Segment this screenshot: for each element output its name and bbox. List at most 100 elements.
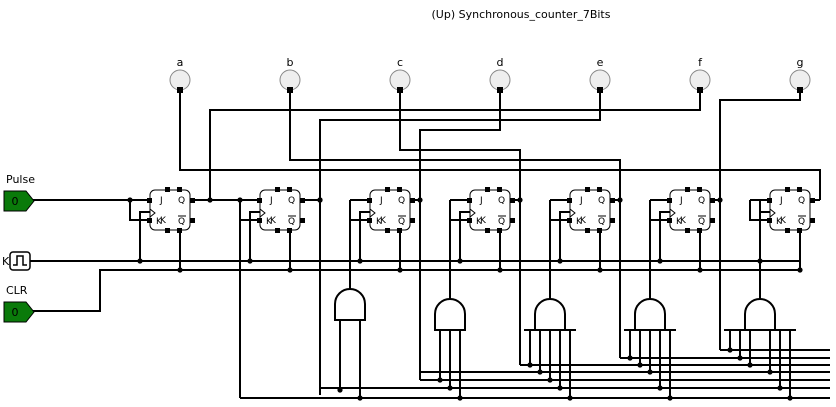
wire-joint (177, 267, 183, 273)
wire-joint (657, 385, 663, 391)
output-label-d: d (497, 56, 504, 69)
clock-triangle (469, 208, 476, 218)
flipflop-pin (710, 198, 715, 203)
clear-input-value: 0 (12, 306, 19, 319)
wire-joint (497, 267, 503, 273)
wire-joint (537, 369, 543, 375)
flipflop-pin (785, 187, 790, 192)
wires (30, 90, 830, 399)
clear-input[interactable]: CLR 0 (3, 284, 35, 323)
wire-joint (667, 395, 673, 401)
output-label-b: b (287, 56, 294, 69)
led-pin (497, 87, 503, 93)
clock-triangle (569, 208, 576, 218)
flipflop-pin (667, 218, 672, 223)
wire-joint (597, 267, 603, 273)
wire-joint (637, 362, 643, 368)
wire-joint (797, 267, 803, 273)
pin-qbar-label: Q (498, 217, 505, 227)
jk-flipflop-6: J Q K Q K (667, 187, 715, 233)
output-label-g: g (797, 56, 804, 69)
pulse-input-body[interactable] (3, 190, 35, 212)
output-label-e: e (597, 56, 604, 69)
flipflop-pin (585, 187, 590, 192)
and-gate-2 (434, 298, 466, 331)
pin-clk-label: K (776, 217, 783, 227)
pin-q-label: Q (288, 196, 295, 206)
led-f-route (209, 90, 701, 200)
flipflop-pin (467, 198, 472, 203)
clock-triangle (369, 208, 376, 218)
flipflop-pin (485, 187, 490, 192)
flipflop-pin (410, 198, 415, 203)
flipflop-pin (810, 198, 815, 203)
flipflop-pin (300, 198, 305, 203)
and-gate-3 (524, 298, 576, 331)
led-pin (397, 87, 403, 93)
clock-triangle (769, 208, 776, 218)
clock-triangle (259, 208, 266, 218)
wire-joint (557, 258, 563, 264)
flipflops: J QK QKJ QK QKJ QK QKJ QK QKJ QK QKJ QK QKJ QK QK (147, 187, 815, 233)
pin-qbar-label: Q (178, 217, 185, 227)
flipflop-pin (177, 187, 182, 192)
pin-q-label: Q (498, 196, 505, 206)
led-g-route (719, 90, 801, 200)
output-led-f: f (689, 56, 711, 93)
and-gate-4 (624, 298, 676, 331)
pulse-input[interactable]: Pulse 0 (3, 173, 35, 212)
wire-joint (787, 395, 793, 401)
pin-j-label: J (379, 196, 383, 206)
flipflop-pin (785, 228, 790, 233)
wire-joint (397, 267, 403, 273)
clock-input-body[interactable] (9, 251, 31, 271)
flipflop-pin (810, 218, 815, 223)
clock-input-label: K (2, 255, 10, 268)
flipflop-pin (165, 228, 170, 233)
pulse-input-label: Pulse (6, 173, 35, 186)
pin-j-label: J (159, 196, 163, 206)
pin-qbar-label: Q (288, 217, 295, 227)
and-gate-1 (334, 288, 366, 321)
flipflop-pin (710, 218, 715, 223)
wire-joints (127, 197, 803, 401)
flipflop-pin (410, 218, 415, 223)
led-b-route (289, 90, 621, 200)
wire-joint (757, 258, 763, 264)
output-label-f: f (698, 56, 703, 69)
led-pin (177, 87, 183, 93)
output-label-a: a (177, 56, 184, 69)
clock-drop-wire (459, 211, 470, 261)
led-e-route (319, 90, 601, 200)
led-d-route (419, 90, 501, 200)
pin-j-label: J (679, 196, 683, 206)
clock-drop-wire (659, 211, 670, 261)
wire-joint (447, 385, 453, 391)
pin-j-label: J (579, 196, 583, 206)
jk-flipflop-7: J Q K Q K (767, 187, 815, 233)
flipflop-pin (685, 187, 690, 192)
flipflop-pin (257, 218, 262, 223)
jk-flipflop-5: J Q K Q K (567, 187, 615, 233)
pin-q-label: Q (178, 196, 185, 206)
flipflop-pin (797, 187, 802, 192)
flipflop-pin (685, 228, 690, 233)
flipflop-pin (597, 228, 602, 233)
wire-joint (777, 385, 783, 391)
wire-joint (357, 395, 363, 401)
flipflop-pin (497, 228, 502, 233)
wire-joint (747, 362, 753, 368)
flipflop-pin (385, 228, 390, 233)
flipflop-pin (567, 198, 572, 203)
led-pin (797, 87, 803, 93)
pin-clk-label: K (156, 217, 163, 227)
ff1-jk-tie (129, 200, 150, 221)
clear-input-body[interactable] (3, 301, 35, 323)
clock-input[interactable]: K (2, 251, 31, 271)
jk-flipflop-1: J Q K Q K (147, 187, 195, 233)
clear-rail (30, 261, 801, 312)
output-led-e: e (589, 56, 611, 93)
flipflop-pin (497, 187, 502, 192)
clock-wave-icon (13, 255, 27, 266)
